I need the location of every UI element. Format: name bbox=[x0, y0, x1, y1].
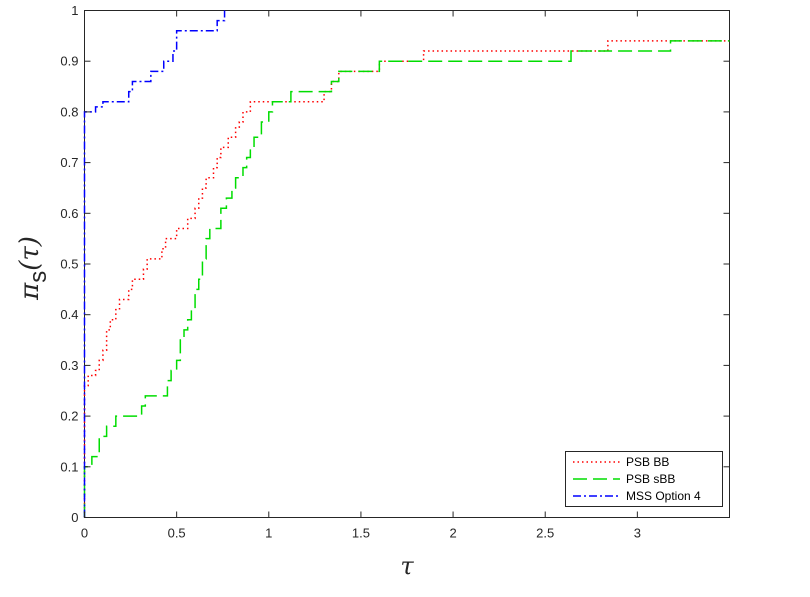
y-tick-label: 0.1 bbox=[60, 459, 78, 474]
x-tick-label: 0.5 bbox=[168, 526, 186, 541]
x-tick-label: 1.5 bbox=[352, 526, 370, 541]
y-axis-label-subscript: s bbox=[25, 271, 52, 283]
x-axis-label: τ bbox=[400, 552, 414, 580]
legend-box bbox=[565, 451, 723, 507]
series-line-mss-option-4 bbox=[83, 10, 226, 518]
legend: PSB BB PSB sBB MSS Option 4 bbox=[565, 451, 723, 507]
series-line-psb-bb bbox=[83, 40, 730, 518]
legend-label-psb-bb: PSB BB bbox=[626, 455, 669, 469]
y-tick-label: 0.3 bbox=[60, 358, 78, 373]
series-layer bbox=[83, 10, 730, 518]
y-tick-label: 0 bbox=[71, 510, 78, 525]
x-tick-label: 2 bbox=[449, 526, 456, 541]
y-axis-label: πs(τ) bbox=[15, 236, 52, 301]
plot-area bbox=[84, 10, 730, 518]
y-tick-label: 0.6 bbox=[60, 206, 78, 221]
svg-text:πs(τ): πs(τ) bbox=[15, 236, 52, 301]
y-axis-label-argument: (τ) bbox=[15, 236, 45, 271]
y-axis-label-symbol: π bbox=[15, 282, 45, 301]
legend-label-psb-sbb: PSB sBB bbox=[626, 472, 675, 486]
x-tick-label: 3 bbox=[634, 526, 641, 541]
tick-layer: 0 0.5 1 1.5 2 2.5 3 0 0.1 0.2 0.3 0.4 0.5 0.6 0.7 0.8 0.… bbox=[60, 3, 730, 541]
x-tick-label: 2.5 bbox=[536, 526, 554, 541]
y-tick-label: 0.4 bbox=[60, 307, 78, 322]
x-tick-label: 1 bbox=[265, 526, 272, 541]
legend-label-mss-option-4: MSS Option 4 bbox=[626, 489, 701, 503]
x-tick-label: 0 bbox=[81, 526, 88, 541]
y-tick-label: 0.9 bbox=[60, 54, 78, 69]
y-tick-label: 0.7 bbox=[60, 155, 78, 170]
y-tick-label: 1 bbox=[71, 3, 78, 18]
series-line-psb-sbb bbox=[83, 40, 730, 518]
y-tick-label: 0.2 bbox=[60, 409, 78, 424]
y-tick-label: 0.5 bbox=[60, 257, 78, 272]
y-tick-label: 0.8 bbox=[60, 104, 78, 119]
